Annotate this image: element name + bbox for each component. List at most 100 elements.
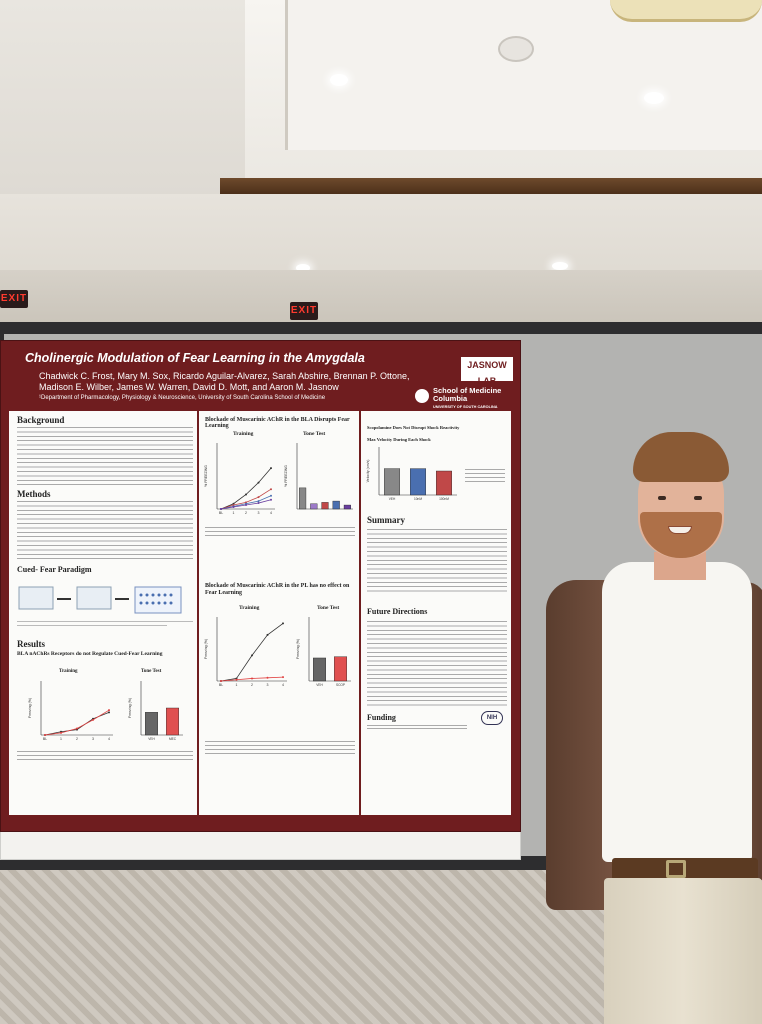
data-point <box>266 633 269 636</box>
institution-name: School of Medicine Columbia <box>433 386 502 403</box>
data-point <box>108 709 110 712</box>
belt-buckle <box>666 860 686 878</box>
ceiling-light <box>552 262 568 270</box>
pl-tone-title: Tone Test <box>317 605 340 611</box>
x-tick-label: BL <box>43 737 47 741</box>
ceiling-coffer-inner <box>285 0 762 150</box>
data-point <box>270 498 272 501</box>
bar <box>299 487 307 510</box>
bar <box>435 470 452 496</box>
y-axis-label: Freezing (%) <box>128 698 132 718</box>
data-point <box>245 504 247 507</box>
data-point <box>282 676 284 679</box>
usc-seal-icon <box>415 389 429 403</box>
x-tick-label: VEH <box>148 737 155 741</box>
data-point <box>251 654 253 657</box>
x-tick-label: 2 <box>251 683 253 687</box>
funding-text <box>367 725 467 731</box>
right-column: Scopolamine Does Not Disrupt Shock React… <box>361 411 511 815</box>
bla-training-title: Training <box>233 431 254 437</box>
x-tick-label: 3 <box>92 737 94 741</box>
section-methods: Methods <box>17 489 51 499</box>
data-point <box>257 500 260 503</box>
pl-training-chart: BL 1 2 3 4 Freezing (%) <box>204 617 287 687</box>
paradigm-diagram <box>17 586 193 626</box>
pl-training-title: Training <box>239 605 260 611</box>
poster-title: Cholinergic Modulation of Fear Learning … <box>25 351 365 365</box>
presenter <box>540 430 762 1024</box>
beard <box>640 512 722 558</box>
ceiling-speaker <box>498 36 534 62</box>
bar <box>313 657 327 682</box>
data-point <box>220 680 222 682</box>
x-tick-label: 10nM <box>414 497 422 501</box>
left-column: Background Methods Cued- Fear Paradigm R… <box>9 411 197 815</box>
ceiling-light <box>296 264 310 272</box>
results-caption <box>17 751 193 763</box>
pl-caption <box>205 741 355 755</box>
ceiling-light <box>644 92 664 104</box>
y-axis-label: % FREEZING <box>284 465 288 487</box>
data-point <box>270 494 272 497</box>
data-point <box>257 481 260 484</box>
data-point <box>257 502 260 505</box>
data-point <box>282 622 284 625</box>
section-summary: Summary <box>367 515 405 525</box>
velocity-caption <box>465 469 505 485</box>
section-funding: Funding <box>367 713 396 722</box>
institution-sub: UNIVERSITY OF SOUTH CAROLINA <box>433 405 498 409</box>
poster-header: Cholinergic Modulation of Fear Learning … <box>11 345 511 405</box>
x-tick-label: 2 <box>245 511 247 515</box>
nih-logo: NIH <box>481 711 503 725</box>
x-tick-label: 3 <box>258 511 260 515</box>
research-poster: Cholinergic Modulation of Fear Learning … <box>0 340 521 832</box>
bar <box>334 656 348 682</box>
hair <box>633 432 729 482</box>
bla-figure-title: Blockade of Muscarinic AChR in the BLA D… <box>205 417 350 429</box>
data-point <box>251 677 253 680</box>
data-point <box>245 493 247 496</box>
section-cued-fear: Cued- Fear Paradigm <box>17 565 92 574</box>
section-results: Results <box>17 639 46 649</box>
data-point <box>76 727 78 730</box>
velocity-title: Max Velocity During Each Shock <box>367 437 431 442</box>
data-point <box>235 678 238 681</box>
data-point <box>232 506 235 509</box>
middle-column: Blockade of Muscarinic AChR in the BLA D… <box>199 411 359 815</box>
x-tick-label: 1 <box>236 683 238 687</box>
x-tick-label: BL <box>219 683 223 687</box>
ceiling-beam <box>220 178 762 194</box>
x-tick-label: 100nM <box>439 497 449 501</box>
data-point <box>257 496 260 499</box>
data-point <box>266 676 269 679</box>
data-point <box>44 734 46 736</box>
nachr-training-title: Training <box>59 669 78 674</box>
x-tick-label: 1 <box>233 511 235 515</box>
bar <box>166 707 180 736</box>
summary-text <box>367 529 507 595</box>
bla-tone-title: Tone Test <box>303 431 326 437</box>
velocity-chart: Velocity (cm/s) VEH 10nM 100nM <box>366 447 457 501</box>
x-tick-label: BL <box>219 511 223 515</box>
lab-logo: JASNOW LAB <box>461 357 513 386</box>
data-point <box>108 711 110 714</box>
x-tick-label: 4 <box>282 683 284 687</box>
bar <box>384 468 401 496</box>
x-tick-label: MEC <box>169 737 177 741</box>
pl-tone-chart: Freezing (%) VEH SCOP <box>296 617 351 687</box>
eye <box>694 496 702 500</box>
series-line <box>44 709 110 736</box>
data-point <box>220 508 222 510</box>
x-tick-label: 4 <box>270 511 272 515</box>
x-tick-label: 2 <box>76 737 78 741</box>
nachr-tone-chart: Freezing (%) VEH MEC <box>128 681 183 741</box>
chandelier <box>610 0 762 22</box>
bar <box>410 468 427 496</box>
poster-authors: Chadwick C. Frost, Mary M. Sox, Ricardo … <box>39 371 410 392</box>
data-point <box>270 488 272 491</box>
bla-training-chart: BL 1 2 3 4 % FREEZING <box>204 443 275 515</box>
nachr-tone-title: Tone Test <box>141 669 162 674</box>
bar <box>332 500 340 510</box>
section-future: Future Directions <box>367 607 428 616</box>
data-point <box>270 467 272 470</box>
